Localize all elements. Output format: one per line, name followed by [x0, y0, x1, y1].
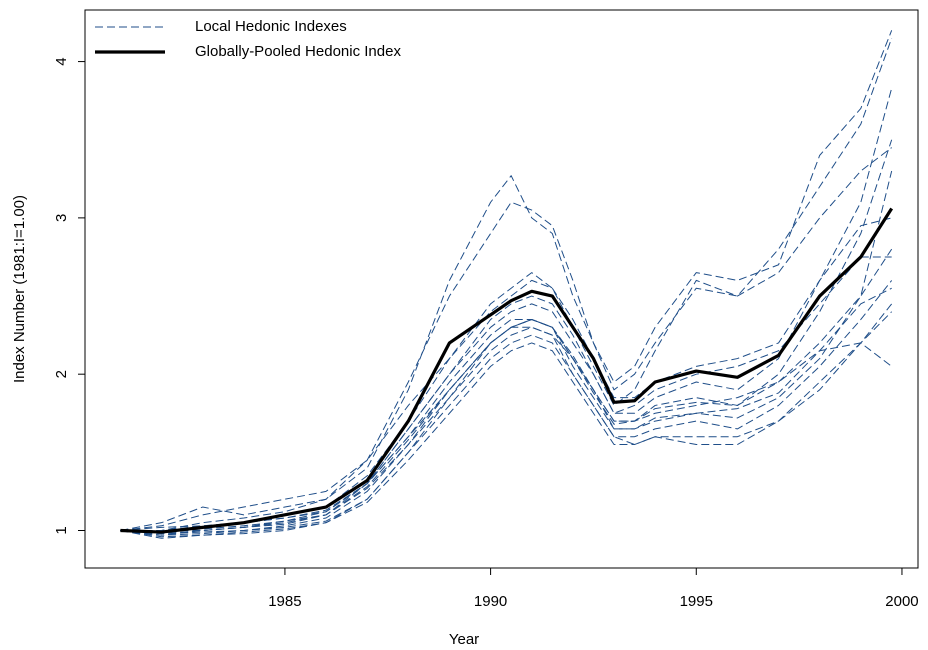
y-axis-label: Index Number (1981:I=1.00) [11, 195, 28, 383]
series-line [120, 139, 893, 535]
x-tick-label: 1995 [680, 593, 713, 610]
y-tick-label: 3 [53, 214, 70, 222]
series-line [120, 318, 892, 531]
x-tick-label: 1990 [474, 593, 507, 610]
series-line [120, 170, 893, 539]
legend-label: Local Hedonic Indexes [195, 18, 347, 35]
series-line [120, 30, 893, 531]
series-line [120, 217, 892, 531]
y-tick-label: 1 [53, 526, 70, 534]
x-axis-label: Year [449, 631, 479, 648]
y-tick-label: 2 [53, 370, 70, 378]
series-line [120, 88, 893, 536]
series-line [120, 287, 892, 533]
legend-label: Globally-Pooled Hedonic Index [195, 43, 401, 60]
plot-frame [84, 9, 919, 569]
x-tick-label: 1985 [268, 593, 301, 610]
series-line [120, 248, 893, 531]
series-line [120, 280, 893, 535]
x-tick-label: 2000 [885, 593, 918, 610]
series-line [120, 311, 893, 538]
y-tick-label: 4 [53, 57, 70, 65]
series-line [120, 37, 893, 531]
series-line [120, 207, 894, 534]
series-line [120, 303, 893, 536]
series-line [120, 256, 892, 531]
